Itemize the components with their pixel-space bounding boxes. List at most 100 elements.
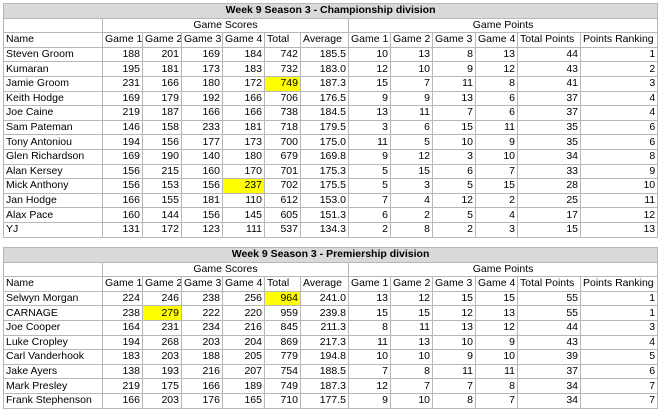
column-header: Game 4 (475, 276, 518, 292)
column-header: Game 2 (142, 276, 182, 292)
score-cell: 190 (142, 148, 182, 165)
score-cell: 181 (142, 61, 182, 77)
score-cell: 5 (348, 178, 391, 194)
score-cell: 13 (475, 305, 518, 321)
column-header: Total Points (517, 32, 581, 48)
column-header: Game 3 (181, 32, 223, 48)
score-cell: 238 (102, 305, 143, 321)
name-cell: Joe Caine (3, 105, 103, 121)
score-cell: 700 (264, 134, 301, 150)
score-cell: 173 (181, 61, 223, 77)
premiership-table: Week 9 Season 3 - Premiership division Ga… (2, 247, 659, 409)
score-cell: 231 (102, 75, 143, 92)
group-row: Game Scores Game Points (3, 17, 659, 34)
score-cell: 180 (181, 75, 223, 92)
score-cell: 13 (348, 105, 391, 121)
score-cell: 55 (517, 305, 581, 321)
name-cell: Sam Pateman (3, 119, 103, 136)
score-cell: 605 (264, 207, 301, 223)
score-cell: 156 (181, 207, 223, 223)
score-cell: 194.8 (300, 349, 349, 365)
data-row: Selwyn Morgan 224 246 238 256 964 241.0 13 12 15 1… (3, 290, 659, 307)
score-cell: 8 (348, 319, 391, 336)
score-cell: 9 (432, 349, 476, 365)
score-cell: 37 (517, 363, 581, 380)
score-cell: 194 (102, 134, 143, 150)
score-cell: 15 (517, 221, 581, 238)
score-cell: 241.0 (300, 290, 349, 307)
group-header: Game Points (347, 17, 659, 34)
score-cell: 612 (264, 192, 301, 209)
score-cell: 10 (390, 392, 433, 409)
score-cell: 216 (222, 319, 265, 336)
score-cell: 10 (579, 178, 659, 194)
table-title: Week 9 Season 3 - Championship division (2, 3, 659, 19)
score-cell: 15 (432, 119, 476, 136)
score-cell: 34 (517, 378, 581, 394)
score-cell: 175 (142, 378, 182, 394)
data-row: Joe Caine 219 187 166 166 738 184.5 13 11 7 6 37 4 (3, 105, 659, 121)
column-header: Game 4 (475, 32, 518, 48)
score-cell: 15 (475, 178, 518, 194)
score-cell: 222 (181, 305, 223, 321)
group-row: Game Scores Game Points (3, 261, 659, 278)
name-cell: Kumaran (3, 61, 103, 77)
score-cell: 166 (181, 105, 223, 121)
score-cell: 238 (181, 290, 223, 307)
header-row: Name Game 1 Game 2 Game 3 Game 4 Total Average… (3, 276, 659, 292)
score-cell: 201 (142, 46, 182, 63)
column-header: Game 1 (102, 32, 143, 48)
score-cell: 6 (579, 119, 659, 136)
score-cell: 217.3 (300, 334, 349, 351)
score-cell: 175.5 (300, 178, 349, 194)
score-cell: 207 (222, 363, 265, 380)
score-cell: 15 (390, 305, 433, 321)
score-cell: 203 (142, 392, 182, 409)
score-cell: 964 (264, 290, 301, 307)
score-cell: 6 (475, 90, 518, 107)
score-cell: 131 (102, 221, 143, 238)
data-row: Kumaran 195 181 173 183 732 183.0 12 10 9 12 43 2 (3, 61, 659, 77)
column-header: Total (264, 276, 301, 292)
score-cell: 180 (222, 148, 265, 165)
score-cell: 11 (390, 105, 433, 121)
score-cell: 177 (181, 134, 223, 150)
score-cell: 156 (142, 134, 182, 150)
score-cell: 8 (390, 363, 433, 380)
score-cell: 169 (181, 46, 223, 63)
score-cell: 702 (264, 178, 301, 194)
score-cell: 203 (142, 349, 182, 365)
score-cell: 44 (517, 319, 581, 336)
score-cell: 35 (517, 119, 581, 136)
score-cell: 8 (475, 75, 518, 92)
score-cell: 175.0 (300, 134, 349, 150)
score-cell: 4 (579, 105, 659, 121)
score-cell: 10 (432, 134, 476, 150)
score-cell: 10 (475, 148, 518, 165)
name-cell: CARNAGE (3, 305, 103, 321)
column-header: Game 1 (102, 276, 143, 292)
score-cell: 216 (181, 363, 223, 380)
column-header: Game 1 (348, 32, 391, 48)
score-cell: 2 (432, 221, 476, 238)
column-header: Game 4 (222, 276, 265, 292)
score-cell: 176.5 (300, 90, 349, 107)
score-cell: 164 (102, 319, 143, 336)
score-cell: 192 (181, 90, 223, 107)
score-cell: 3 (432, 148, 476, 165)
score-cell: 181 (222, 119, 265, 136)
score-cell: 1 (579, 46, 659, 63)
score-cell: 8 (475, 378, 518, 394)
data-row: Jan Hodge 166 155 181 110 612 153.0 7 4 12 2 25 11 (3, 192, 659, 209)
score-cell: 9 (579, 163, 659, 180)
score-cell: 3 (348, 119, 391, 136)
score-cell: 172 (142, 221, 182, 238)
score-cell: 12 (348, 378, 391, 394)
score-cell: 246 (142, 290, 182, 307)
column-header: Game 4 (222, 32, 265, 48)
score-cell: 146 (102, 119, 143, 136)
data-row: Steven Groom 188 201 169 184 742 185.5 10 13 8 13 4… (3, 46, 659, 63)
group-header: Game Points (347, 261, 659, 278)
